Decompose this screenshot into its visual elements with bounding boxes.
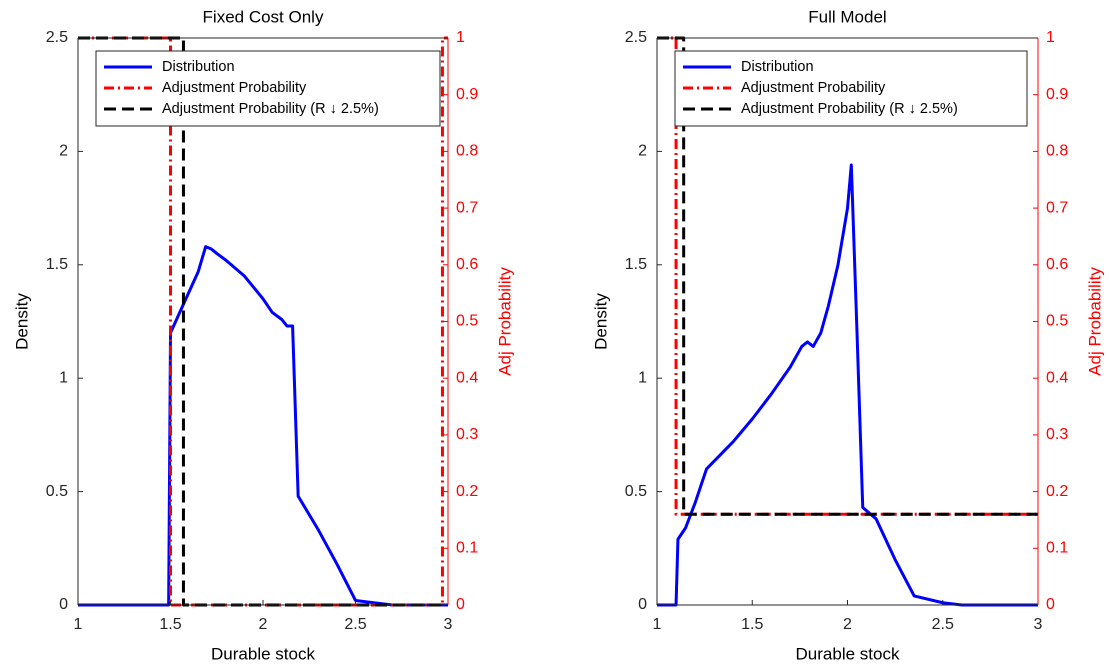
x-tick-label: 2 bbox=[843, 616, 852, 633]
y-tick-label: 1.5 bbox=[625, 256, 647, 273]
y-tick-label: 1.5 bbox=[46, 256, 68, 273]
y2-axis-label: Adj Probability bbox=[1085, 267, 1104, 376]
subplot: Full Model Durable stock Density Adj Probab… bbox=[591, 7, 1104, 663]
y2-tick-label: 0.9 bbox=[456, 86, 478, 103]
y2-tick-label: 1 bbox=[1046, 29, 1055, 46]
y2-tick-label: 0.6 bbox=[1046, 256, 1068, 273]
x-tick-label: 2.5 bbox=[344, 616, 366, 633]
y-tick-label: 2.5 bbox=[46, 29, 68, 46]
y2-tick-label: 0.1 bbox=[456, 540, 478, 557]
legend-label: Adjustment Probability bbox=[741, 80, 886, 96]
y-axis-label: Density bbox=[12, 293, 31, 350]
y2-tick-label: 0.9 bbox=[1046, 86, 1068, 103]
y-tick-label: 1 bbox=[638, 369, 647, 386]
x-tick-label: 3 bbox=[444, 616, 453, 633]
plot-area bbox=[657, 38, 1038, 605]
series-line bbox=[78, 36, 448, 607]
y2-tick-label: 0.2 bbox=[1046, 483, 1068, 500]
x-tick-label: 1 bbox=[74, 616, 83, 633]
x-tick-label: 2 bbox=[259, 616, 268, 633]
y2-tick-label: 0.1 bbox=[1046, 540, 1068, 557]
y-axis-label: Density bbox=[591, 293, 610, 350]
x-tick-label: 2.5 bbox=[932, 616, 954, 633]
x-tick-label: 1.5 bbox=[741, 616, 763, 633]
y-tick-label: 0.5 bbox=[46, 483, 68, 500]
x-axis-label: Durable stock bbox=[211, 644, 315, 663]
y2-tick-label: 0.5 bbox=[1046, 313, 1068, 330]
y2-tick-label: 0.8 bbox=[456, 143, 478, 160]
y2-tick-label: 0.8 bbox=[1046, 143, 1068, 160]
chart-title: Full Model bbox=[808, 7, 886, 26]
y2-tick-label: 0.7 bbox=[1046, 199, 1068, 216]
legend: Distribution Adjustment Probability Adjust… bbox=[674, 50, 1028, 127]
y-tick-label: 0 bbox=[59, 596, 68, 613]
legend-box bbox=[95, 50, 441, 127]
y2-tick-label: 0.4 bbox=[456, 369, 478, 386]
legend: Distribution Adjustment Probability Adjust… bbox=[95, 50, 441, 127]
y-tick-label: 0 bbox=[638, 596, 647, 613]
legend-box bbox=[674, 50, 1028, 127]
plot-area bbox=[78, 38, 448, 605]
series-line bbox=[657, 163, 1038, 607]
subplot: Fixed Cost Only Durable stock Density Adj P… bbox=[12, 7, 514, 663]
y-tick-label: 2.5 bbox=[625, 29, 647, 46]
y2-tick-label: 0.3 bbox=[1046, 426, 1068, 443]
legend-label: Distribution bbox=[162, 59, 235, 75]
y2-tick-label: 0.2 bbox=[456, 483, 478, 500]
y2-tick-label: 0.7 bbox=[456, 199, 478, 216]
x-axis-label: Durable stock bbox=[796, 644, 900, 663]
y2-tick-label: 0 bbox=[456, 596, 465, 613]
y2-tick-label: 0.4 bbox=[1046, 369, 1068, 386]
legend-label: Adjustment Probability (R ↓ 2.5%) bbox=[741, 101, 958, 117]
x-tick-label: 3 bbox=[1034, 616, 1043, 633]
y2-tick-label: 0.5 bbox=[456, 313, 478, 330]
y-tick-label: 1 bbox=[59, 369, 68, 386]
y-tick-label: 2 bbox=[638, 143, 647, 160]
x-tick-label: 1 bbox=[653, 616, 662, 633]
x-tick-label: 1.5 bbox=[159, 616, 181, 633]
y2-tick-label: 0.3 bbox=[456, 426, 478, 443]
y2-axis-label: Adj Probability bbox=[495, 267, 514, 376]
y2-tick-label: 1 bbox=[456, 29, 465, 46]
y-tick-label: 2 bbox=[59, 143, 68, 160]
legend-label: Adjustment Probability (R ↓ 2.5%) bbox=[162, 101, 379, 117]
y-tick-label: 0.5 bbox=[625, 483, 647, 500]
legend-label: Distribution bbox=[741, 59, 814, 75]
y2-tick-label: 0 bbox=[1046, 596, 1055, 613]
legend-label: Adjustment Probability bbox=[162, 80, 307, 96]
chart-title: Fixed Cost Only bbox=[203, 7, 324, 26]
y2-tick-label: 0.6 bbox=[456, 256, 478, 273]
